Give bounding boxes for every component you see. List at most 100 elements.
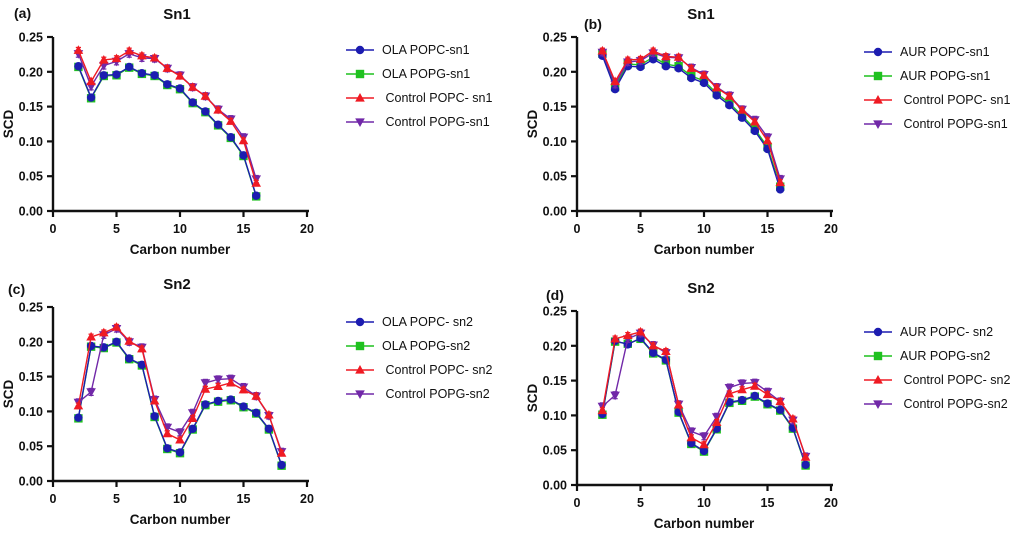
triangle-up-marker-icon [635, 54, 646, 63]
triangle-up-marker-icon [111, 53, 122, 63]
circle-marker-icon [74, 62, 83, 71]
triangle-up-marker-icon [711, 417, 722, 426]
triangle-up-marker-icon [149, 52, 160, 62]
legend-item-label: Control POPG-sn1 [382, 115, 490, 129]
svg-text:Sn1: Sn1 [163, 6, 191, 23]
triangle-up-marker-icon [187, 82, 198, 91]
svg-text:20: 20 [824, 496, 838, 510]
circle-marker-icon [163, 80, 172, 89]
circle-marker-icon [636, 62, 645, 72]
triangle-up-marker-icon [200, 91, 211, 100]
svg-text:0.00: 0.00 [19, 205, 43, 219]
plot-d-sn2: Sn2 0 5 10 15 20 0.00 0.05 0.10 0.15 0.20 0.25 Carbo… [525, 280, 838, 531]
triangle-up-marker-icon [699, 70, 709, 79]
triangle-down-marker-icon [355, 390, 365, 399]
panel-letter-c: (c) [8, 281, 26, 297]
plot-b-sn1: Sn1 0 5 10 15 20 0.00 0.05 0.10 0.15 0.20 0.25 Carbo… [525, 6, 838, 257]
svg-text:0.05: 0.05 [543, 170, 567, 184]
svg-text:0.15: 0.15 [19, 370, 43, 384]
triangle-up-legend-icon [346, 365, 374, 374]
legend-item-label: AUR POPC-sn1 [900, 45, 990, 59]
circle-marker-icon [750, 391, 759, 401]
plot-c-sn2: Sn2 0 5 10 15 20 0.00 0.05 0.10 0.15 0.20 0.25 Carbo… [1, 276, 314, 527]
triangle-down-marker-icon [873, 120, 883, 129]
triangle-up-marker-icon [111, 322, 122, 331]
triangle-up-marker-icon [610, 76, 620, 86]
legend-item: Control POPG-sn2 [344, 382, 492, 406]
circle-marker-icon [699, 446, 709, 456]
triangle-up-marker-icon [86, 76, 96, 86]
triangle-up-marker-icon [162, 428, 173, 438]
triangle-up-marker-icon [276, 448, 287, 457]
circle-marker-icon [687, 73, 696, 83]
triangle-up-marker-icon [873, 95, 883, 104]
triangle-down-marker-icon [86, 388, 96, 397]
triangle-up-marker-icon [124, 45, 134, 55]
triangle-up-marker-icon [661, 346, 671, 355]
triangle-up-marker-icon [99, 54, 109, 64]
circle-marker-icon [125, 62, 134, 72]
legend-item-label: Control POPG-sn2 [382, 387, 490, 401]
svg-text:0: 0 [50, 222, 57, 236]
triangle-up-marker-icon [711, 82, 722, 92]
legend-panel-c: OLA POPC- sn2 OLA POPG-sn2 Control POPC- … [344, 310, 492, 406]
circle-marker-icon [873, 327, 883, 337]
circle-marker-icon [725, 101, 734, 110]
legend-item-label: Control POPC- sn1 [900, 93, 1011, 107]
circle-marker-icon [112, 70, 121, 79]
legend-item: Control POPC- sn2 [344, 358, 492, 382]
circle-marker-icon [763, 399, 772, 408]
circle-marker-icon [674, 64, 683, 73]
triangle-down-legend-icon [346, 118, 374, 127]
svg-text:10: 10 [173, 222, 187, 236]
triangle-up-marker-icon [213, 105, 223, 114]
svg-text:SCD: SCD [525, 384, 540, 413]
triangle-down-legend-icon [346, 390, 374, 399]
legend-panel-b: AUR POPC-sn1 AUR POPG-sn1 Control POPC- s… [862, 40, 1010, 136]
legend-item: OLA POPC- sn2 [344, 310, 492, 334]
svg-text:Carbon number: Carbon number [130, 242, 231, 257]
circle-marker-icon [252, 191, 261, 200]
circle-marker-icon [801, 460, 810, 470]
svg-text:0.15: 0.15 [543, 374, 567, 388]
svg-text:Sn1: Sn1 [687, 6, 715, 23]
circle-marker-icon [712, 91, 721, 100]
triangle-up-marker-icon [124, 336, 134, 345]
triangle-up-marker-icon [226, 377, 236, 387]
legend-item: Control POPG-sn2 [862, 392, 1010, 416]
triangle-up-marker-icon [648, 45, 658, 55]
svg-text:Carbon number: Carbon number [130, 512, 231, 527]
circle-marker-icon [226, 133, 235, 142]
legend-item-label: Control POPC- sn2 [382, 363, 493, 377]
triangle-down-marker-icon [355, 118, 365, 127]
circle-marker-icon [213, 120, 223, 129]
triangle-down-marker-icon [873, 400, 883, 409]
triangle-down-marker-icon [175, 428, 185, 438]
panel-letter-d: (d) [546, 287, 564, 303]
triangle-down-legend-icon [864, 400, 892, 409]
triangle-up-marker-icon [762, 389, 773, 399]
circle-marker-icon [99, 71, 109, 80]
triangle-up-marker-icon [86, 331, 96, 341]
legend-item: Control POPC- sn1 [862, 88, 1010, 112]
legend-item-label: Control POPC- sn2 [900, 373, 1011, 387]
triangle-up-marker-icon [724, 91, 735, 100]
svg-text:15: 15 [237, 222, 251, 236]
svg-text:5: 5 [637, 496, 644, 510]
plot-a-sn1: Sn1 0 5 10 15 20 0.00 0.05 0.10 0.15 0.20 0.25 Carbo… [1, 6, 314, 257]
circle-marker-icon [355, 317, 365, 327]
legend-item: Control POPC- sn1 [344, 86, 492, 110]
triangle-up-marker-icon [264, 409, 274, 419]
svg-text:0.10: 0.10 [19, 135, 43, 149]
legend-item: OLA POPC-sn1 [344, 38, 492, 62]
triangle-down-marker-icon [610, 391, 620, 401]
circle-marker-icon [213, 396, 223, 406]
svg-text:Sn2: Sn2 [687, 280, 715, 297]
circle-marker-icon [86, 341, 96, 351]
triangle-up-marker-icon [762, 135, 773, 145]
circle-marker-icon [150, 71, 159, 80]
circle-marker-icon [699, 78, 709, 88]
circle-marker-icon [737, 395, 747, 405]
legend-item-label: AUR POPC- sn2 [900, 325, 994, 339]
triangle-up-marker-icon [737, 384, 747, 394]
